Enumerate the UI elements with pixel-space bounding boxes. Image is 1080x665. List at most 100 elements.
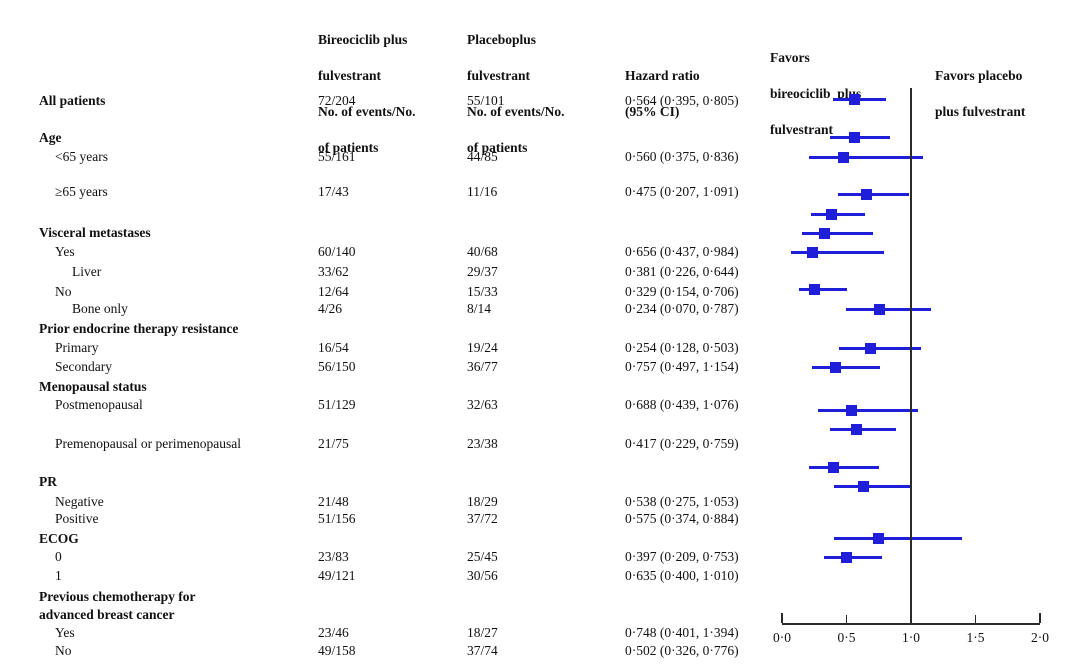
events-bireociclib-cell: 21/48 [318, 494, 349, 509]
events-bireociclib-cell: 51/156 [318, 511, 356, 526]
column-header-line: No. of events/No. [318, 104, 416, 119]
events-placebo-cell: 18/29 [467, 494, 498, 509]
hr-point-marker [874, 303, 886, 315]
hazard-ratio-cell: 0·757 (0·497, 1·154) [625, 359, 739, 374]
events-placebo-cell: 36/77 [467, 359, 498, 374]
ci-line [809, 465, 880, 469]
column-header-line: fulvestrant [318, 68, 381, 83]
ci-line [808, 155, 923, 159]
events-placebo-cell: 11/16 [467, 184, 498, 199]
row-label: No [55, 643, 72, 658]
ci-line [798, 287, 847, 291]
x-axis-tick [974, 615, 977, 623]
x-axis-line [782, 623, 1040, 625]
events-bireociclib-cell: 51/129 [318, 397, 356, 412]
events-placebo-cell: 25/45 [467, 549, 498, 564]
column-header-line: Placeboplus [467, 32, 537, 47]
reference-line [910, 88, 912, 623]
hazard-ratio-cell: 0·329 (0·154, 0·706) [625, 284, 739, 299]
favors-right-line: Favors placebo [935, 68, 1023, 83]
x-axis-tick [1039, 613, 1041, 623]
group-label: Prior endocrine therapy resistance [39, 321, 239, 336]
hazard-ratio-cell: 0·560 (0·375, 0·836) [625, 149, 739, 164]
events-placebo-cell: 32/63 [467, 397, 498, 412]
ci-line [801, 231, 874, 235]
group-label: Menopausal status [39, 379, 147, 394]
hr-point-marker [806, 246, 818, 258]
row-label: Yes [55, 244, 75, 259]
events-bireociclib-cell: 23/46 [318, 625, 349, 640]
ci-line [830, 135, 890, 139]
ci-line [830, 427, 896, 431]
events-bireociclib-cell: 72/204 [318, 93, 356, 108]
hazard-ratio-cell: 0·397 (0·209, 0·753) [625, 549, 739, 564]
x-axis-tick-label: 1·0 [902, 630, 920, 645]
x-axis-tick-label: 0·0 [773, 630, 791, 645]
events-bireociclib-cell: 55/161 [318, 149, 356, 164]
hr-point-marker [850, 423, 862, 435]
events-placebo-cell: 37/72 [467, 511, 498, 526]
column-header-line: Hazard ratio [625, 68, 700, 83]
row-label: Negative [55, 494, 104, 509]
events-bireociclib-cell: 49/158 [318, 643, 356, 658]
group-label: Visceral metastases [39, 225, 151, 240]
row-label: Liver [72, 264, 102, 279]
favors-left-line: fulvestrant [770, 122, 833, 137]
column-header-line: No. of events/No. [467, 104, 565, 119]
events-bireociclib-cell: 4/26 [318, 301, 343, 316]
hr-point-marker [830, 361, 842, 373]
hazard-ratio-cell: 0·748 (0·401, 1·394) [625, 625, 739, 640]
events-placebo-cell: 19/24 [467, 340, 498, 355]
events-bireociclib-cell: 17/43 [318, 184, 349, 199]
events-placebo-cell: 18/27 [467, 625, 498, 640]
events-placebo-cell: 40/68 [467, 244, 498, 259]
hr-point-marker [861, 188, 873, 200]
row-label: Postmenopausal [55, 397, 143, 412]
hazard-ratio-cell: 0·381 (0·226, 0·644) [625, 264, 739, 279]
events-bireociclib-cell: 23/83 [318, 549, 349, 564]
events-placebo-cell: 30/56 [467, 568, 498, 583]
row-label: Secondary [55, 359, 112, 374]
row-label: No [55, 284, 72, 299]
x-axis-tick-label: 2·0 [1031, 630, 1049, 645]
row-label: Yes [55, 625, 75, 640]
events-bireociclib-cell: 49/121 [318, 568, 356, 583]
row-label: Positive [55, 511, 99, 526]
x-axis-tick [910, 615, 912, 623]
x-axis-tick-label: 1·5 [966, 630, 985, 645]
events-placebo-cell: 29/37 [467, 264, 498, 279]
events-bireociclib-cell: 21/75 [318, 436, 349, 451]
events-placebo-cell: 23/38 [467, 436, 498, 451]
ci-line [838, 346, 921, 350]
events-bireociclib-cell: 12/64 [318, 284, 349, 299]
hazard-ratio-cell: 0·538 (0·275, 1·053) [625, 494, 739, 509]
hazard-ratio-cell: 0·234 (0·070, 0·787) [625, 301, 739, 316]
row-label: Bone only [72, 301, 128, 316]
hazard-ratio-cell: 0·254 (0·128, 0·503) [625, 340, 739, 355]
hazard-ratio-cell: 0·502 (0·326, 0·776) [625, 643, 739, 658]
favors-right-line: plus fulvestrant [935, 104, 1026, 119]
hazard-ratio-cell: 0·656 (0·437, 0·984) [625, 244, 739, 259]
hazard-ratio-cell: 0·475 (0·207, 1·091) [625, 184, 739, 199]
group-label: ECOG [39, 531, 79, 546]
hr-point-marker [865, 342, 877, 354]
events-placebo-cell: 44/85 [467, 149, 498, 164]
ci-line [811, 212, 866, 216]
group-label: PR [39, 474, 57, 489]
row-label: 1 [55, 568, 62, 583]
column-header-line: of patients [467, 140, 528, 155]
row-label: <65 years [55, 149, 108, 164]
row-label: 0 [55, 549, 62, 564]
hazard-ratio-cell: 0·635 (0·400, 1·010) [625, 568, 739, 583]
x-axis-tick [845, 615, 848, 623]
hazard-ratio-cell: 0·417 (0·229, 0·759) [625, 436, 739, 451]
hr-point-marker [873, 532, 884, 544]
hazard-ratio-cell: 0·564 (0·395, 0·805) [625, 93, 739, 108]
ci-line [817, 408, 918, 412]
column-header-bireociclib: Bireociclib plus fulvestrant No. of even… [318, 13, 416, 175]
row-label: Primary [55, 340, 99, 355]
group-label: Age [39, 130, 62, 145]
events-bireociclib-cell: 16/54 [318, 340, 349, 355]
hazard-ratio-cell: 0·688 (0·439, 1·076) [625, 397, 739, 412]
